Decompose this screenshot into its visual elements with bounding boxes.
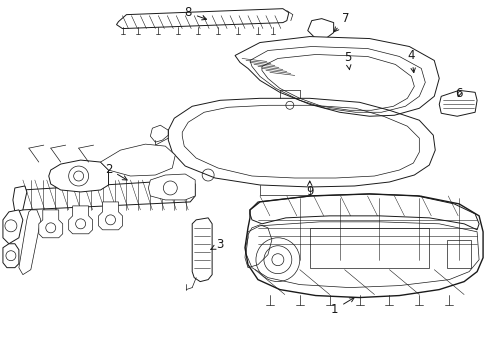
Text: 6: 6 <box>454 87 462 100</box>
Text: 7: 7 <box>333 12 348 32</box>
Polygon shape <box>3 210 23 244</box>
Text: 9: 9 <box>305 181 313 198</box>
Polygon shape <box>19 180 195 210</box>
Text: 1: 1 <box>330 298 353 316</box>
Polygon shape <box>101 144 175 176</box>
Polygon shape <box>49 160 108 192</box>
Text: 4: 4 <box>407 49 414 73</box>
Polygon shape <box>68 206 92 234</box>
Polygon shape <box>99 202 122 230</box>
Polygon shape <box>192 218 212 282</box>
Polygon shape <box>244 194 482 298</box>
Polygon shape <box>3 244 19 268</box>
Polygon shape <box>39 210 62 238</box>
Polygon shape <box>148 174 195 200</box>
Text: 3: 3 <box>210 238 224 251</box>
Text: 8: 8 <box>184 6 206 20</box>
Polygon shape <box>331 45 365 68</box>
Text: 5: 5 <box>343 51 350 70</box>
Polygon shape <box>307 19 333 39</box>
Polygon shape <box>19 210 41 275</box>
Text: 2: 2 <box>104 163 127 180</box>
Polygon shape <box>235 37 438 116</box>
Polygon shape <box>116 9 288 28</box>
Polygon shape <box>13 186 27 212</box>
Polygon shape <box>438 90 476 116</box>
